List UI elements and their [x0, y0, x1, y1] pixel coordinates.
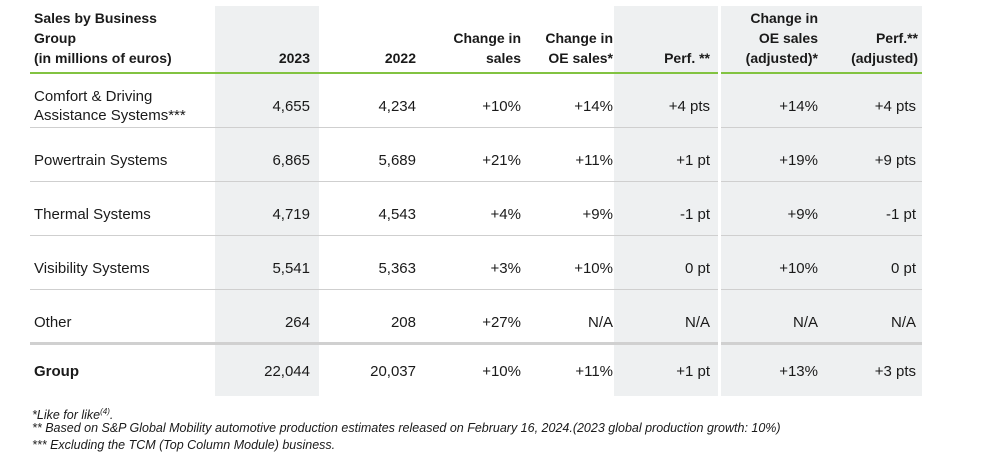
footnote-tcm: *** Excluding the TCM (Top Column Module… [32, 438, 336, 452]
cell-2023: 22,044 [264, 363, 310, 380]
cell-change-oe-adjusted: +10% [779, 260, 818, 277]
cell-2022: 5,363 [378, 260, 416, 277]
table-row: Other 264 208 +27% N/A N/A N/A N/A [30, 290, 922, 344]
cell-change-oe: +9% [582, 206, 613, 223]
cell-change-oe-adjusted: +19% [779, 152, 818, 169]
cell-perf: N/A [684, 314, 710, 331]
cell-change-sales: +27% [482, 314, 521, 331]
cell-change-sales: +10% [482, 363, 521, 380]
cell-change-oe: +11% [575, 363, 613, 380]
cell-change-oe-adjusted: +9% [787, 206, 818, 223]
row-label: Powertrain Systems [34, 152, 168, 169]
table-row-total: Group 22,044 20,037 +10% +11% +1 pt +13%… [30, 345, 922, 399]
cell-perf-adjusted: -1 pt [885, 206, 916, 223]
cell-change-oe-adjusted: +13% [779, 363, 818, 380]
cell-2023: 6,865 [272, 152, 310, 169]
cell-change-sales: +4% [490, 206, 521, 223]
table-row: Visibility Systems 5,541 5,363 +3% +10% … [30, 236, 922, 290]
header-change-oe: Change in OE sales* [545, 30, 613, 66]
cell-change-sales: +10% [482, 98, 521, 115]
footnote-sp-global: ** Based on S&P Global Mobility automoti… [32, 421, 781, 435]
cell-2023: 5,541 [272, 260, 310, 277]
cell-2022: 4,234 [378, 98, 416, 115]
cell-perf-adjusted: 0 pt [890, 260, 916, 277]
cell-perf-adjusted: +3 pts [874, 363, 916, 380]
row-label: Thermal Systems [34, 206, 151, 223]
shade-2023-column [215, 6, 319, 396]
row-divider [30, 181, 922, 182]
cell-perf-adjusted: +4 pts [874, 98, 916, 115]
cell-change-oe: +11% [575, 152, 613, 169]
cell-perf-adjusted: N/A [890, 314, 916, 331]
header-change-oe-adjusted: Change in OE sales (adjusted)* [745, 10, 818, 66]
row-label: Other [34, 314, 72, 331]
cell-perf-adjusted: +9 pts [874, 152, 916, 169]
table-row: Comfort & Driving Assistance Systems*** 4… [30, 74, 922, 128]
header-2023: 2023 [278, 50, 310, 66]
shade-adjusted-columns [721, 6, 922, 396]
header-change-sales: Change in sales [453, 30, 521, 66]
table-header: Sales by Business Group (in millions of … [30, 6, 922, 72]
table-row: Thermal Systems 4,719 4,543 +4% +9% -1 p… [30, 182, 922, 236]
cell-2023: 264 [284, 314, 310, 331]
cell-2022: 208 [390, 314, 416, 331]
cell-change-sales: +3% [490, 260, 521, 277]
header-2022: 2022 [384, 50, 416, 66]
table-row: Powertrain Systems 6,865 5,689 +21% +11%… [30, 128, 922, 182]
cell-2023: 4,655 [272, 98, 310, 115]
cell-perf: 0 pt [684, 260, 710, 277]
row-label: Group [34, 363, 79, 380]
cell-change-oe: +10% [574, 260, 613, 277]
row-divider [30, 289, 922, 290]
cell-2023: 4,719 [272, 206, 310, 223]
header-label: Sales by Business Group (in millions of … [34, 10, 172, 66]
row-divider [30, 127, 922, 128]
cell-2022: 20,037 [370, 363, 416, 380]
cell-perf: +4 pts [668, 98, 710, 115]
cell-change-oe: N/A [587, 314, 613, 331]
cell-change-oe-adjusted: +14% [779, 98, 818, 115]
row-label: Visibility Systems [34, 260, 150, 277]
cell-change-sales: +21% [482, 152, 521, 169]
cell-perf: +1 pt [676, 363, 710, 380]
cell-change-oe: +14% [574, 98, 613, 115]
header-accent-line [30, 72, 922, 74]
cell-2022: 5,689 [378, 152, 416, 169]
group-divider [30, 342, 922, 345]
row-divider [30, 235, 922, 236]
cell-perf: +1 pt [676, 152, 710, 169]
row-label: Comfort & Driving Assistance Systems*** [34, 88, 186, 124]
shade-perf-column [614, 6, 718, 396]
cell-perf: -1 pt [679, 206, 710, 223]
cell-change-oe-adjusted: N/A [792, 314, 818, 331]
header-perf: Perf. ** [664, 50, 710, 66]
cell-2022: 4,543 [378, 206, 416, 223]
header-perf-adjusted: Perf.** (adjusted) [851, 30, 918, 66]
footnote-like-for-like: *Like for like(4). [32, 407, 114, 423]
